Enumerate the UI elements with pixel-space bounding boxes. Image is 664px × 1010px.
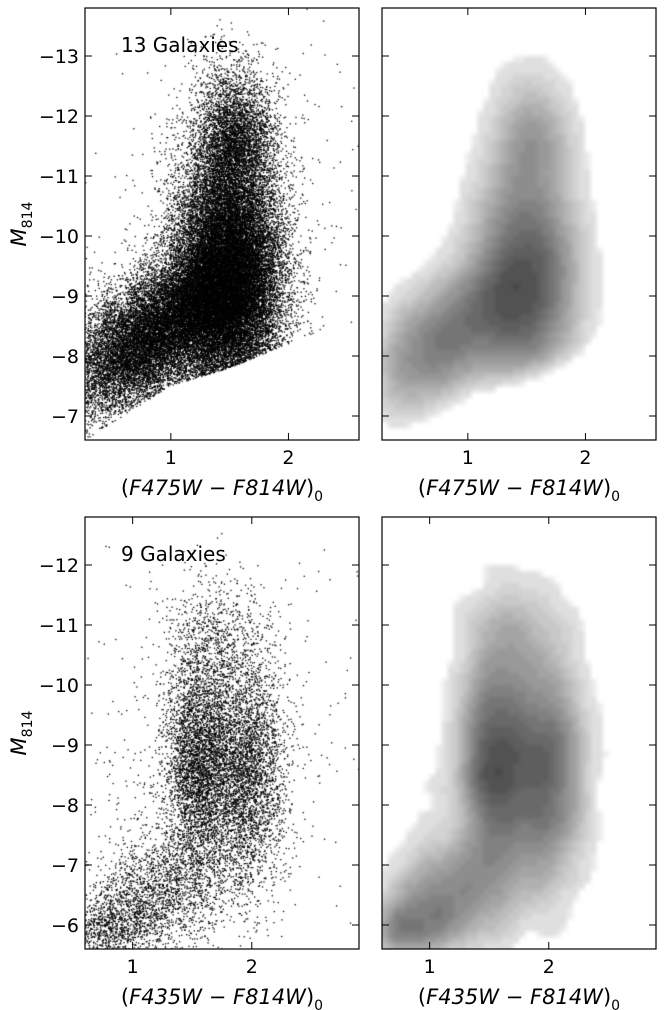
top-right-frame <box>381 7 657 441</box>
bottom-left-frame <box>84 516 360 950</box>
top-left-ytick-label: −12 <box>39 106 79 128</box>
top-right-density-contours <box>382 8 656 440</box>
bottom-right-xtick-label: 2 <box>543 956 555 978</box>
top-left-ytick-label: −11 <box>39 166 79 188</box>
top-left-ylabel: M814 <box>7 201 36 246</box>
bottom-right-axes: 1 2 (F435W − F814W)0 <box>381 516 657 1010</box>
bottom-left-annotation: 9 Galaxies <box>121 542 226 566</box>
bottom-right-frame <box>381 516 657 950</box>
bottom-left-ytick-label: −7 <box>51 855 79 877</box>
top-left-point-cloud <box>85 8 359 440</box>
top-left-xlabel: (F475W − F814W)0 <box>121 476 323 505</box>
bottom-left-ytick-label: −8 <box>51 795 79 817</box>
top-left-annotation: 13 Galaxies <box>121 33 239 57</box>
bottom-left-point-cloud <box>85 517 359 949</box>
bottom-left-ylabel: M814 <box>7 710 36 755</box>
top-left-ytick-label: −7 <box>51 406 79 428</box>
top-left-ytick-label: −13 <box>39 46 79 68</box>
top-left-ytick-label: −10 <box>39 226 79 248</box>
bottom-left-ytick-label: −9 <box>51 735 79 757</box>
top-left-ytick-label: −8 <box>51 346 79 368</box>
top-left-frame <box>84 7 360 441</box>
bottom-left-xtick-label: 2 <box>246 956 258 978</box>
top-left-ytick-label: −9 <box>51 286 79 308</box>
top-right-xtick-label: 2 <box>579 447 591 469</box>
top-right-xtick-label: 1 <box>462 447 474 469</box>
top-left-xtick-label: 1 <box>165 447 177 469</box>
bottom-right-xlabel: (F435W − F814W)0 <box>418 985 620 1010</box>
bottom-right-density-contours <box>382 517 656 949</box>
bottom-left-ytick-label: −11 <box>39 615 79 637</box>
top-right-xlabel: (F475W − F814W)0 <box>418 476 620 505</box>
top-left-axes: 1 2 −7 −8 −9 −10 −11 −12 −13 (F475W − F814W)0 M814… <box>7 7 360 505</box>
top-left-xtick-label: 2 <box>282 447 294 469</box>
bottom-left-axes: 1 2 −6 −7 −8 −9 −10 −11 −12 (F435W − F814W)0 M814 9… <box>7 516 360 1010</box>
bottom-left-ytick-label: −10 <box>39 675 79 697</box>
bottom-left-xlabel: (F435W − F814W)0 <box>121 985 323 1010</box>
bottom-right-xtick-label: 1 <box>424 956 436 978</box>
bottom-left-ytick-label: −6 <box>51 915 79 937</box>
bottom-left-xtick-label: 1 <box>127 956 139 978</box>
bottom-left-ytick-label: −12 <box>39 555 79 577</box>
top-right-axes: 1 2 (F475W − F814W)0 <box>381 7 657 505</box>
